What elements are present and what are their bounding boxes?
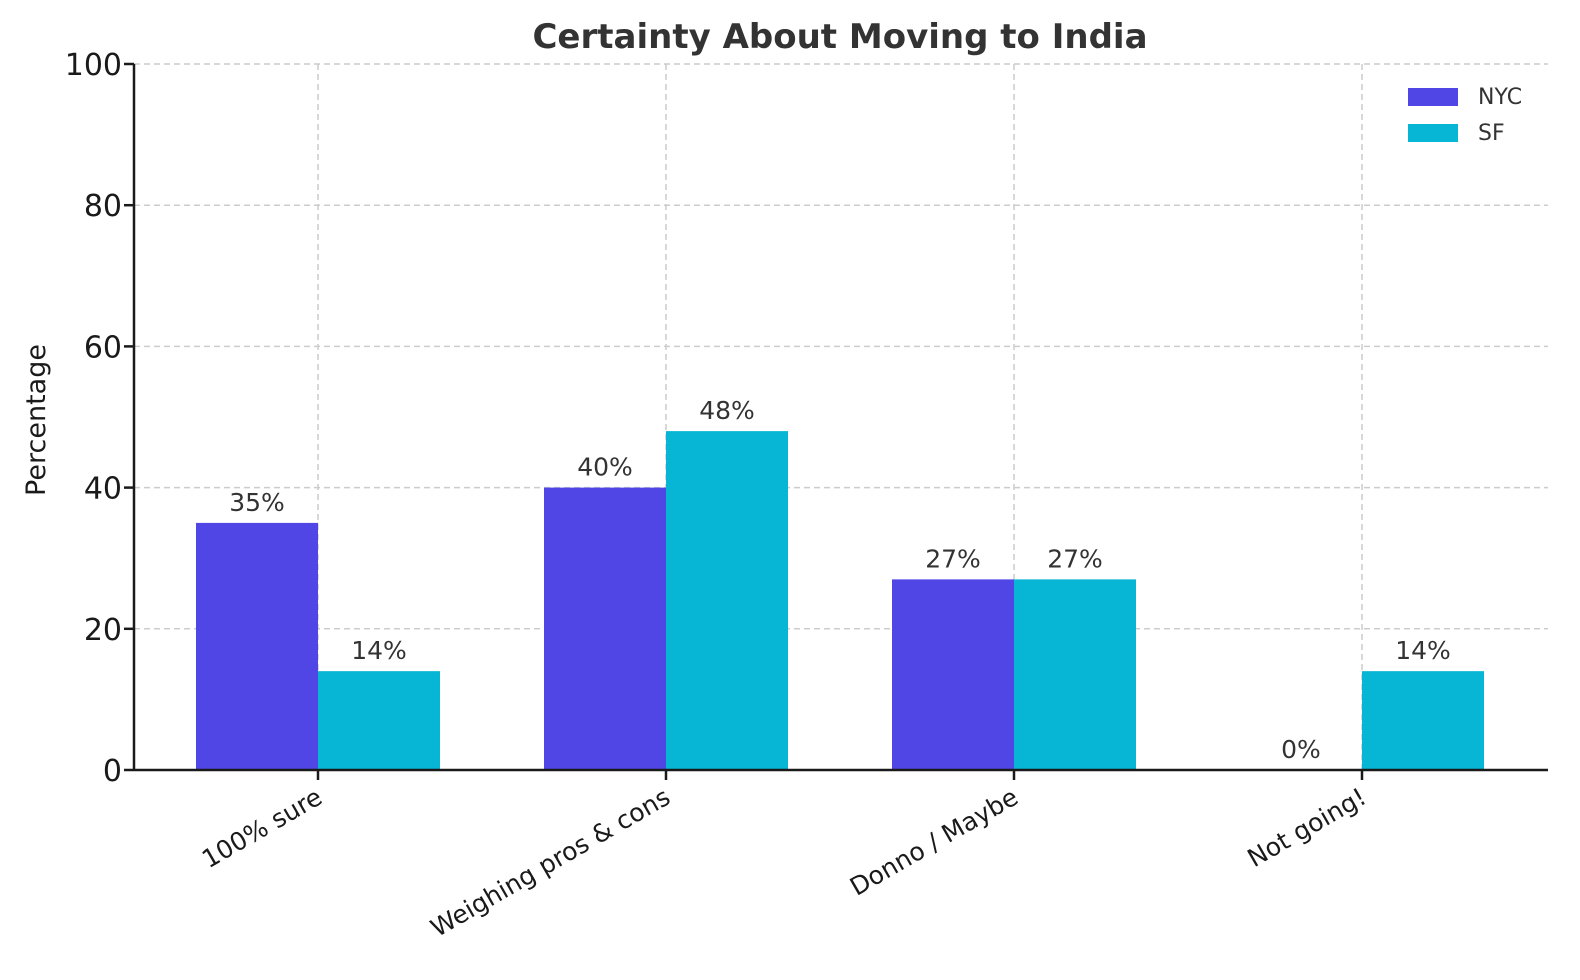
bar-nyc-1 [544, 487, 666, 770]
y-tick-label: 60 [84, 330, 122, 365]
bar-sf-0 [318, 671, 440, 770]
bar-nyc-0 [196, 522, 318, 770]
y-axis-label: Percentage [21, 344, 52, 496]
y-tick-label: 20 [84, 613, 122, 648]
legend: NYC SF [1408, 85, 1522, 146]
grid-lines [134, 63, 1548, 770]
data-labels: 35% 40% 27% 0% 14% 48% 27% 14% [229, 396, 1451, 764]
legend-label-nyc: NYC [1478, 85, 1522, 110]
bar-nyc-2 [892, 579, 1014, 770]
chart-title: Certainty About Moving to India [532, 17, 1147, 57]
data-label-sf-3: 14% [1395, 636, 1451, 665]
y-tick-label: 100 [65, 48, 122, 83]
bars [196, 431, 1484, 770]
bar-sf-2 [1014, 579, 1136, 770]
data-label-sf-2: 27% [1047, 544, 1103, 573]
data-label-nyc-2: 27% [925, 544, 981, 573]
axes [124, 62, 1548, 780]
legend-swatch-sf [1408, 124, 1458, 142]
bar-sf-1 [666, 431, 788, 770]
bar-sf-3 [1362, 671, 1484, 770]
x-tick-label: Not going! [1243, 782, 1371, 873]
data-label-sf-1: 48% [699, 396, 755, 425]
data-label-nyc-1: 40% [577, 453, 633, 482]
legend-label-sf: SF [1478, 121, 1505, 146]
y-tick-label: 40 [84, 472, 122, 507]
x-tick-label: Weighing pros & cons [426, 782, 675, 943]
x-tick-label: Donno / Maybe [845, 782, 1023, 902]
y-tick-label: 0 [103, 754, 122, 789]
legend-swatch-nyc [1408, 88, 1458, 106]
y-tick-label: 80 [84, 189, 122, 224]
data-label-sf-0: 14% [351, 636, 407, 665]
data-label-nyc-3: 0% [1281, 735, 1321, 764]
data-label-nyc-0: 35% [229, 488, 285, 517]
x-tick-label: 100% sure [197, 782, 327, 874]
